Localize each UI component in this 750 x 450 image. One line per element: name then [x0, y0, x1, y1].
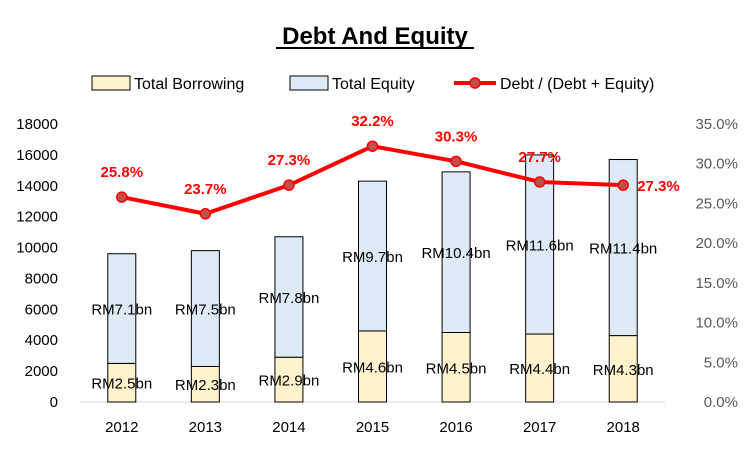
legend: Total Borrowing Total Equity Debt / (Debt … — [91, 75, 654, 93]
y-left-tick-label: 14000 — [16, 178, 58, 195]
axes: 0 2000 4000 6000 8000 10000 12000 14000 16000 180… — [16, 116, 738, 436]
y-left-tick-label: 8000 — [25, 270, 58, 287]
bar-total-borrowing — [190, 365, 220, 403]
bar-total-equity — [441, 171, 471, 333]
ratio-label: 25.8% — [101, 164, 144, 181]
x-tick-label: 2015 — [356, 419, 389, 436]
y-right-tick-label: 15.0% — [695, 275, 738, 292]
y-left-tick-label: 6000 — [25, 301, 58, 318]
ratio-point — [366, 140, 379, 152]
bar-total-borrowing — [107, 362, 137, 403]
y-right-tick-label: 5.0% — [704, 354, 738, 371]
ratio-label: 27.7% — [518, 149, 561, 166]
bar-label-borrowing: RM4.4bn — [509, 361, 570, 378]
bar-label-equity: RM10.4bn — [421, 245, 490, 262]
bar-label-borrowing: RM2.3bn — [175, 377, 236, 394]
bar-total-equity — [107, 253, 137, 364]
bar-label-borrowing: RM4.6bn — [342, 359, 403, 376]
bar-label-borrowing: RM4.5bn — [426, 360, 487, 377]
bar-label-borrowing: RM4.3bn — [593, 362, 654, 379]
bar-label-equity: RM11.6bn — [506, 237, 574, 254]
y-left-tick-label: 10000 — [16, 240, 58, 257]
bar-total-equity — [190, 250, 220, 367]
ratio-point — [450, 155, 462, 168]
bar-label-equity: RM7.8bn — [258, 290, 319, 307]
y-right-tick-label: 0.0% — [704, 394, 738, 411]
y-right-tick-label: 10.0% — [695, 315, 738, 332]
bar-total-borrowing — [525, 333, 555, 403]
ratio-label: 23.7% — [184, 181, 227, 198]
ratio-label: 30.3% — [435, 128, 478, 145]
x-tick-label: 2018 — [607, 419, 640, 436]
ratio-label: 32.2% — [351, 113, 394, 130]
y-left-tick-label: 18000 — [16, 116, 58, 133]
bar-total-borrowing — [274, 356, 304, 403]
chart-title: Debt And Equity — [282, 23, 468, 50]
bar-label-borrowing: RM2.9bn — [258, 373, 319, 390]
legend-label-total-borrowing: Total Borrowing — [134, 76, 244, 93]
legend-swatch-ratio-marker — [469, 77, 481, 89]
bar-total-borrowing — [358, 330, 387, 403]
y-right-tick-label: 20.0% — [695, 235, 738, 252]
bar-label-borrowing: RM2.5bn — [91, 376, 152, 393]
bar-total-equity — [274, 236, 304, 358]
bar-label-equity: RM7.5bn — [175, 302, 236, 319]
bar-label-equity: RM11.4bn — [589, 241, 657, 258]
bar-label-equity: RM9.7bn — [342, 249, 403, 266]
y-right-tick-label: 30.0% — [695, 156, 738, 173]
ratio-point — [617, 179, 629, 191]
ratio-line-series — [116, 140, 629, 220]
x-tick-label: 2014 — [272, 419, 305, 436]
x-tick-label: 2016 — [439, 419, 472, 436]
y-left-tick-label: 12000 — [16, 209, 58, 226]
bar-total-borrowing — [608, 335, 638, 403]
ratio-label: 27.3% — [637, 178, 680, 195]
ratio-point — [116, 191, 128, 203]
x-tick-label: 2012 — [105, 419, 138, 436]
y-right-tick-label: 35.0% — [695, 116, 738, 133]
ratio-label: 27.3% — [268, 152, 311, 169]
ratio-point — [533, 176, 546, 188]
data-labels: RM2.5bn RM7.1bn RM2.3bn RM7.5bn RM2.9bn RM7.8… — [91, 113, 679, 394]
legend-swatch-total-borrowing — [91, 75, 131, 91]
x-tick-label: 2013 — [189, 419, 222, 436]
legend-swatch-total-equity — [289, 75, 329, 91]
legend-label-ratio: Debt / (Debt + Equity) — [500, 76, 654, 93]
y-left-tick-label: 0 — [50, 394, 58, 411]
legend-label-total-equity: Total Equity — [332, 76, 415, 93]
bar-label-equity: RM7.1bn — [91, 302, 152, 319]
y-right-tick-label: 25.0% — [695, 195, 738, 212]
y-left-tick-label: 4000 — [25, 332, 58, 349]
bar-total-borrowing — [441, 332, 471, 403]
x-tick-label: 2017 — [523, 419, 556, 436]
y-left-tick-label: 16000 — [16, 147, 58, 164]
bars — [107, 154, 638, 403]
y-left-tick-label: 2000 — [25, 363, 58, 380]
ratio-point — [283, 179, 295, 191]
bar-total-equity — [358, 180, 387, 332]
ratio-point — [199, 208, 212, 220]
